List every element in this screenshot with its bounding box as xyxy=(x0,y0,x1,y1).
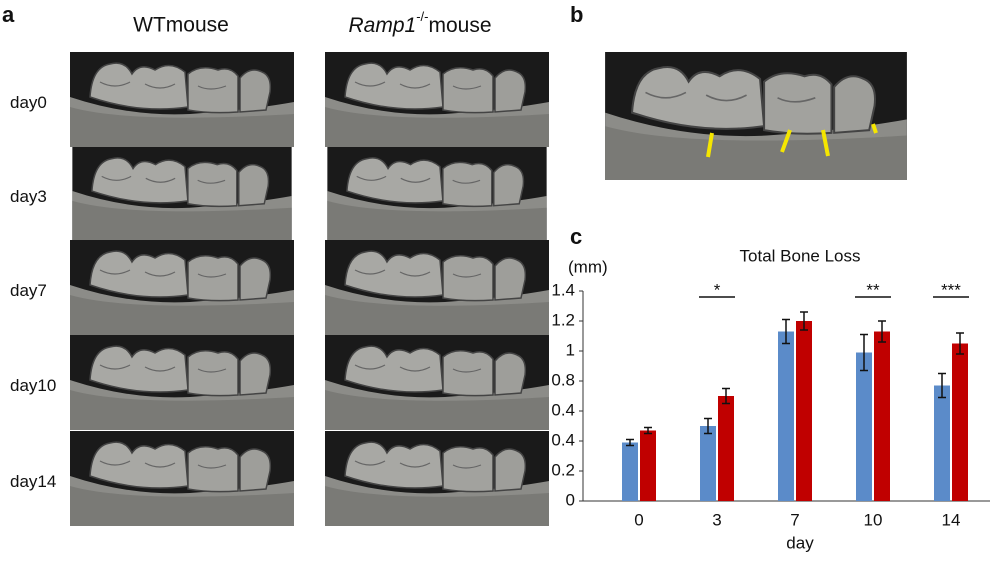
y-tick-label: 1.2 xyxy=(551,310,575,329)
error-bar xyxy=(956,332,964,355)
bar xyxy=(778,331,794,501)
error-bar xyxy=(722,387,730,405)
row-label: day0 xyxy=(10,93,47,112)
bar xyxy=(622,442,638,501)
ct-image xyxy=(70,240,294,335)
error-bar xyxy=(782,318,790,345)
ct-image xyxy=(326,147,548,240)
ct-image xyxy=(325,52,549,147)
error-bar xyxy=(626,438,634,447)
y-tick-label: 0.2 xyxy=(551,460,575,479)
y-tick-label: 1 xyxy=(566,340,575,359)
ct-image xyxy=(71,147,293,240)
bar xyxy=(952,343,968,501)
ct-image xyxy=(325,240,549,335)
panel-label: b xyxy=(570,2,583,27)
x-axis-label: day xyxy=(786,533,814,552)
y-tick-label: 0.4 xyxy=(551,400,575,419)
error-bar xyxy=(800,311,808,331)
bar xyxy=(718,396,734,501)
x-tick-label: 3 xyxy=(712,510,721,529)
ct-image xyxy=(325,335,549,430)
bar xyxy=(700,426,716,501)
x-tick-label: 7 xyxy=(790,510,799,529)
bar xyxy=(874,331,890,501)
y-tick-label: 0 xyxy=(566,490,575,509)
row-label: day7 xyxy=(10,281,47,300)
x-tick-label: 14 xyxy=(942,510,961,529)
x-tick-label: 10 xyxy=(864,510,883,529)
y-axis-label: (mm) xyxy=(568,257,608,276)
bar xyxy=(796,321,812,501)
row-label: day10 xyxy=(10,376,56,395)
y-tick-label: 0.8 xyxy=(551,370,575,389)
y-tick-label: 1.4 xyxy=(551,280,575,299)
suffix: mouse xyxy=(428,14,491,37)
gene-name: Ramp1 xyxy=(348,14,416,37)
panel-b-image xyxy=(604,52,908,180)
bar xyxy=(640,430,656,501)
row-label: day14 xyxy=(10,472,56,491)
significance-label: *** xyxy=(941,280,961,299)
ct-image xyxy=(70,430,294,527)
bar xyxy=(856,352,872,501)
panel-label: a xyxy=(2,2,15,27)
ct-image xyxy=(70,52,294,147)
x-tick-label: 0 xyxy=(634,510,643,529)
bar xyxy=(934,385,950,501)
significance-label: ** xyxy=(866,280,880,299)
column-title: WTmouse xyxy=(133,14,229,37)
ct-image xyxy=(325,430,549,527)
error-bar xyxy=(704,417,712,435)
error-bar xyxy=(644,426,652,435)
column-title: Ramp1-/-mouse xyxy=(348,9,491,36)
row-label: day3 xyxy=(10,187,47,206)
ct-image xyxy=(70,335,294,430)
superscript: -/- xyxy=(416,9,428,24)
panel-label: c xyxy=(570,224,582,249)
y-tick-label: 0.4 xyxy=(551,430,575,449)
significance-label: * xyxy=(714,280,721,299)
chart-title: Total Bone Loss xyxy=(740,246,861,265)
error-bar xyxy=(860,333,868,372)
error-bar xyxy=(938,372,946,399)
error-bar xyxy=(878,320,886,343)
